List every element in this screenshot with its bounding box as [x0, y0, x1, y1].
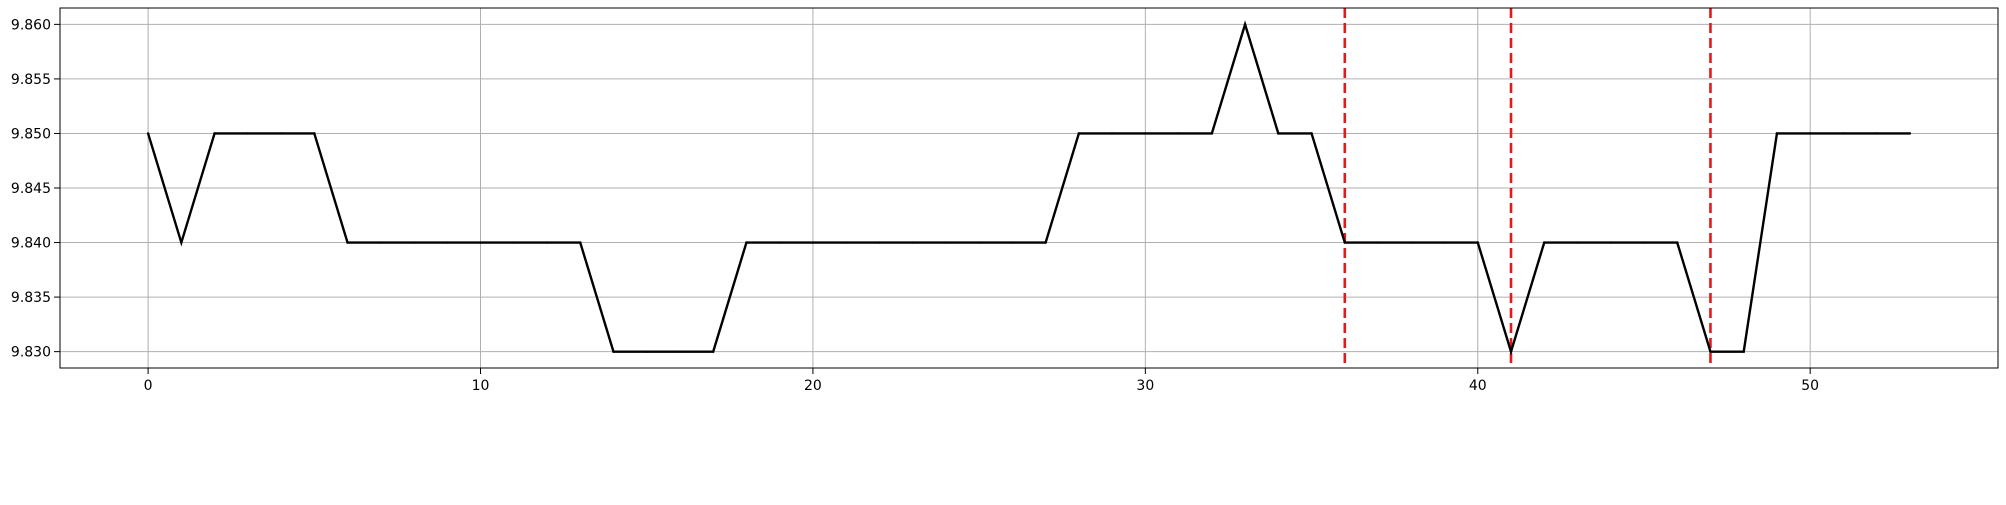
data-point: [446, 241, 449, 244]
x-axis: 0 10 20 30 40 50: [144, 368, 1819, 394]
data-point: [1310, 132, 1313, 135]
series-layer: [146, 20, 1912, 356]
data-point: [1443, 241, 1446, 244]
data-point: [1842, 132, 1845, 135]
data-point: [1642, 241, 1646, 244]
x-tick-label: 20: [804, 378, 822, 394]
data-point: [1243, 23, 1247, 26]
data-point: [878, 241, 881, 244]
y-tick-label: 9.835: [11, 290, 51, 306]
x-tick-label: 0: [144, 378, 153, 394]
data-point: [778, 241, 781, 244]
data-point: [346, 241, 349, 244]
x-tick-label: 40: [1469, 378, 1487, 394]
data-point: [911, 241, 914, 244]
data-point: [313, 132, 316, 135]
y-tick-label: 9.830: [11, 345, 51, 361]
data-point: [678, 350, 682, 353]
data-point: [1875, 132, 1878, 135]
data-point: [1077, 132, 1081, 135]
data-point: [1410, 241, 1413, 244]
data-point: [579, 241, 582, 244]
x-tick-label: 50: [1801, 378, 1819, 394]
y-tick-label: 9.840: [11, 236, 51, 252]
data-point: [1509, 350, 1513, 353]
data-point: [412, 241, 416, 244]
grid: [60, 8, 1998, 368]
data-point: [1110, 132, 1114, 135]
data-point: [1277, 132, 1280, 135]
data-point: [745, 241, 748, 244]
y-tick-label: 9.845: [11, 181, 51, 197]
data-point: [645, 350, 648, 353]
data-point: [379, 241, 382, 244]
data-point: [612, 350, 615, 353]
data-point: [1011, 241, 1014, 244]
y-tick-label: 9.860: [11, 17, 51, 33]
data-point: [512, 241, 515, 244]
y-tick-label: 9.850: [11, 126, 51, 142]
data-point: [1576, 241, 1579, 244]
y-tick-label: 9.855: [11, 72, 51, 88]
data-point: [844, 241, 848, 244]
x-tick-label: 10: [472, 378, 490, 394]
data-point: [1742, 350, 1745, 353]
data-point: [545, 241, 549, 244]
data-point: [811, 241, 815, 244]
data-point: [246, 132, 250, 135]
data-point: [1177, 132, 1180, 135]
data-point: [944, 241, 948, 244]
data-point: [1376, 241, 1380, 244]
data-point: [1044, 241, 1047, 244]
data-point: [1676, 241, 1679, 244]
data-point: [1144, 132, 1147, 135]
data-point: [712, 350, 715, 353]
data-point: [1476, 241, 1479, 244]
data-point: [479, 241, 482, 244]
data-point: [1609, 241, 1612, 244]
data-point: [180, 241, 183, 244]
data-point: [1543, 241, 1546, 244]
vertical-markers: [1343, 8, 1712, 368]
data-point: [977, 241, 981, 244]
data-point: [146, 132, 150, 135]
data-point: [1210, 132, 1214, 135]
data-point: [213, 132, 216, 135]
data-point: [1808, 132, 1812, 135]
data-point: [1343, 241, 1346, 244]
series-line: [146, 20, 1910, 356]
y-axis: 9.830 9.835 9.840 9.845 9.850 9.855 9.860: [11, 17, 60, 361]
data-point: [279, 132, 283, 135]
data-point: [1709, 350, 1712, 353]
data-point: [1775, 132, 1779, 135]
data-point: [1908, 132, 1912, 135]
x-tick-label: 30: [1136, 378, 1154, 394]
